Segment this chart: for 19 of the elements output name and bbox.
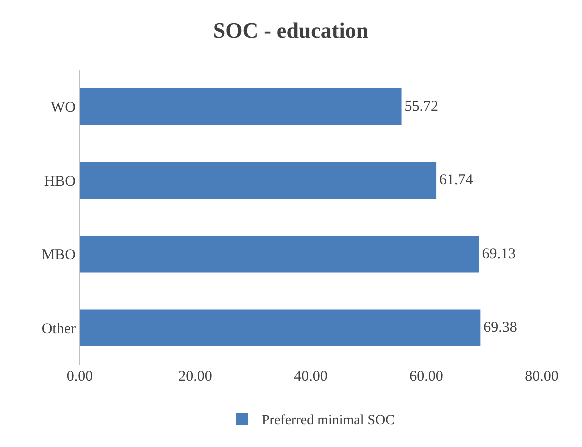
data-label: 55.72: [404, 98, 439, 115]
y-tick-label: HBO: [44, 174, 76, 190]
bar: [80, 88, 402, 126]
y-tick-label: WO: [51, 100, 76, 116]
x-tick-label: 80.00: [525, 369, 559, 385]
data-label: 61.74: [440, 172, 474, 189]
data-label: 69.38: [484, 320, 518, 336]
x-tick-label: 20.00: [178, 369, 212, 385]
bar: [80, 162, 437, 200]
legend-label: Preferred minimal SOC: [262, 413, 395, 428]
bar: [80, 310, 481, 347]
chart-title: SOC - education: [213, 18, 369, 43]
x-tick-label: 60.00: [410, 369, 444, 385]
y-tick-label: Other: [42, 321, 76, 338]
y-tick-label: MBO: [42, 248, 76, 264]
x-tick-label: 0.00: [66, 369, 94, 385]
data-label: 69.13: [482, 246, 516, 262]
bar: [80, 236, 480, 273]
x-tick-label: 40.00: [294, 369, 328, 385]
